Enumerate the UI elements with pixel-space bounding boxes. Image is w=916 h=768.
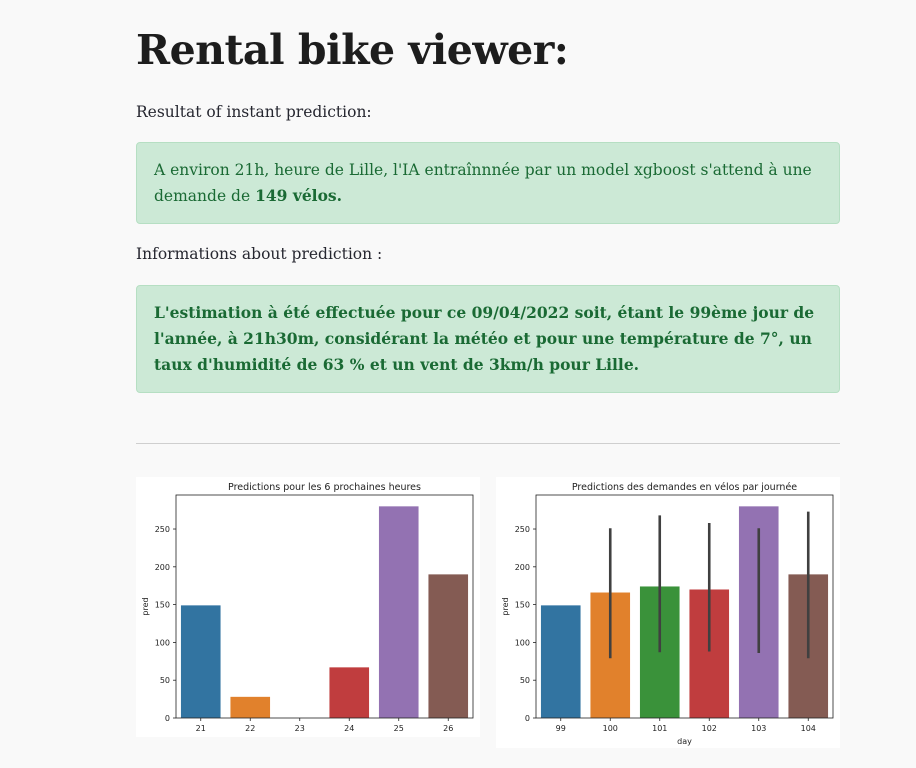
bar-22 — [230, 696, 271, 718]
x-tick-label: 102 — [702, 724, 717, 733]
x-tick-label: 24 — [344, 724, 354, 733]
y-tick-label: 50 — [520, 676, 530, 685]
y-tick-label: 200 — [515, 563, 530, 572]
plot-frame — [175, 494, 474, 719]
x-tick-label: 104 — [801, 724, 816, 733]
instant-prediction-value: 149 vélos. — [255, 186, 343, 205]
chart-title: Predictions pour les 6 prochaines heures — [228, 482, 421, 493]
hourly-predictions-svg: Predictions pour les 6 prochaines heures… — [141, 482, 474, 733]
prediction-info-label: Informations about prediction : — [136, 245, 383, 263]
y-tick-label: 0 — [525, 714, 530, 723]
daily-predictions-chart: Predictions des demandes en vélos par jo… — [496, 477, 840, 748]
y-tick-label: 100 — [155, 638, 170, 647]
y-axis-label: pred — [141, 597, 150, 615]
y-tick-label: 50 — [160, 676, 170, 685]
x-tick-label: 103 — [751, 724, 766, 733]
x-tick-label: 26 — [443, 724, 453, 733]
x-tick-label: 100 — [603, 724, 618, 733]
x-tick-label: 25 — [394, 724, 404, 733]
prediction-info-alert: L'estimation à été effectuée pour ce 09/… — [136, 285, 840, 393]
y-tick-label: 250 — [515, 525, 530, 534]
bar-21 — [180, 605, 221, 718]
bar-25 — [378, 506, 419, 718]
divider — [136, 443, 840, 444]
page-title: Rental bike viewer: — [136, 26, 569, 74]
instant-prediction-label: Resultat of instant prediction: — [136, 103, 372, 121]
bar-24 — [329, 667, 370, 718]
y-tick-label: 150 — [155, 601, 170, 610]
instant-prediction-alert: A environ 21h, heure de Lille, l'IA entr… — [136, 142, 840, 224]
bar-26 — [428, 574, 469, 718]
y-tick-label: 100 — [515, 638, 530, 647]
y-tick-label: 0 — [165, 714, 170, 723]
daily-predictions-svg: Predictions des demandes en vélos par jo… — [501, 482, 834, 746]
bar-99 — [540, 605, 581, 718]
plot-frame — [535, 494, 834, 719]
x-axis-label: day — [677, 737, 692, 746]
hourly-predictions-chart: Predictions pour les 6 prochaines heures… — [136, 477, 480, 737]
y-tick-label: 200 — [155, 563, 170, 572]
y-axis-label: pred — [501, 597, 510, 615]
chart-title: Predictions des demandes en vélos par jo… — [572, 482, 797, 493]
x-tick-label: 101 — [652, 724, 667, 733]
x-tick-label: 99 — [556, 724, 566, 733]
y-tick-label: 250 — [155, 525, 170, 534]
x-tick-label: 23 — [295, 724, 305, 733]
x-tick-label: 21 — [196, 724, 206, 733]
instant-prediction-text: A environ 21h, heure de Lille, l'IA entr… — [154, 161, 812, 205]
x-tick-label: 22 — [245, 724, 255, 733]
y-tick-label: 150 — [515, 601, 530, 610]
prediction-info-text: L'estimation à été effectuée pour ce 09/… — [154, 303, 815, 374]
